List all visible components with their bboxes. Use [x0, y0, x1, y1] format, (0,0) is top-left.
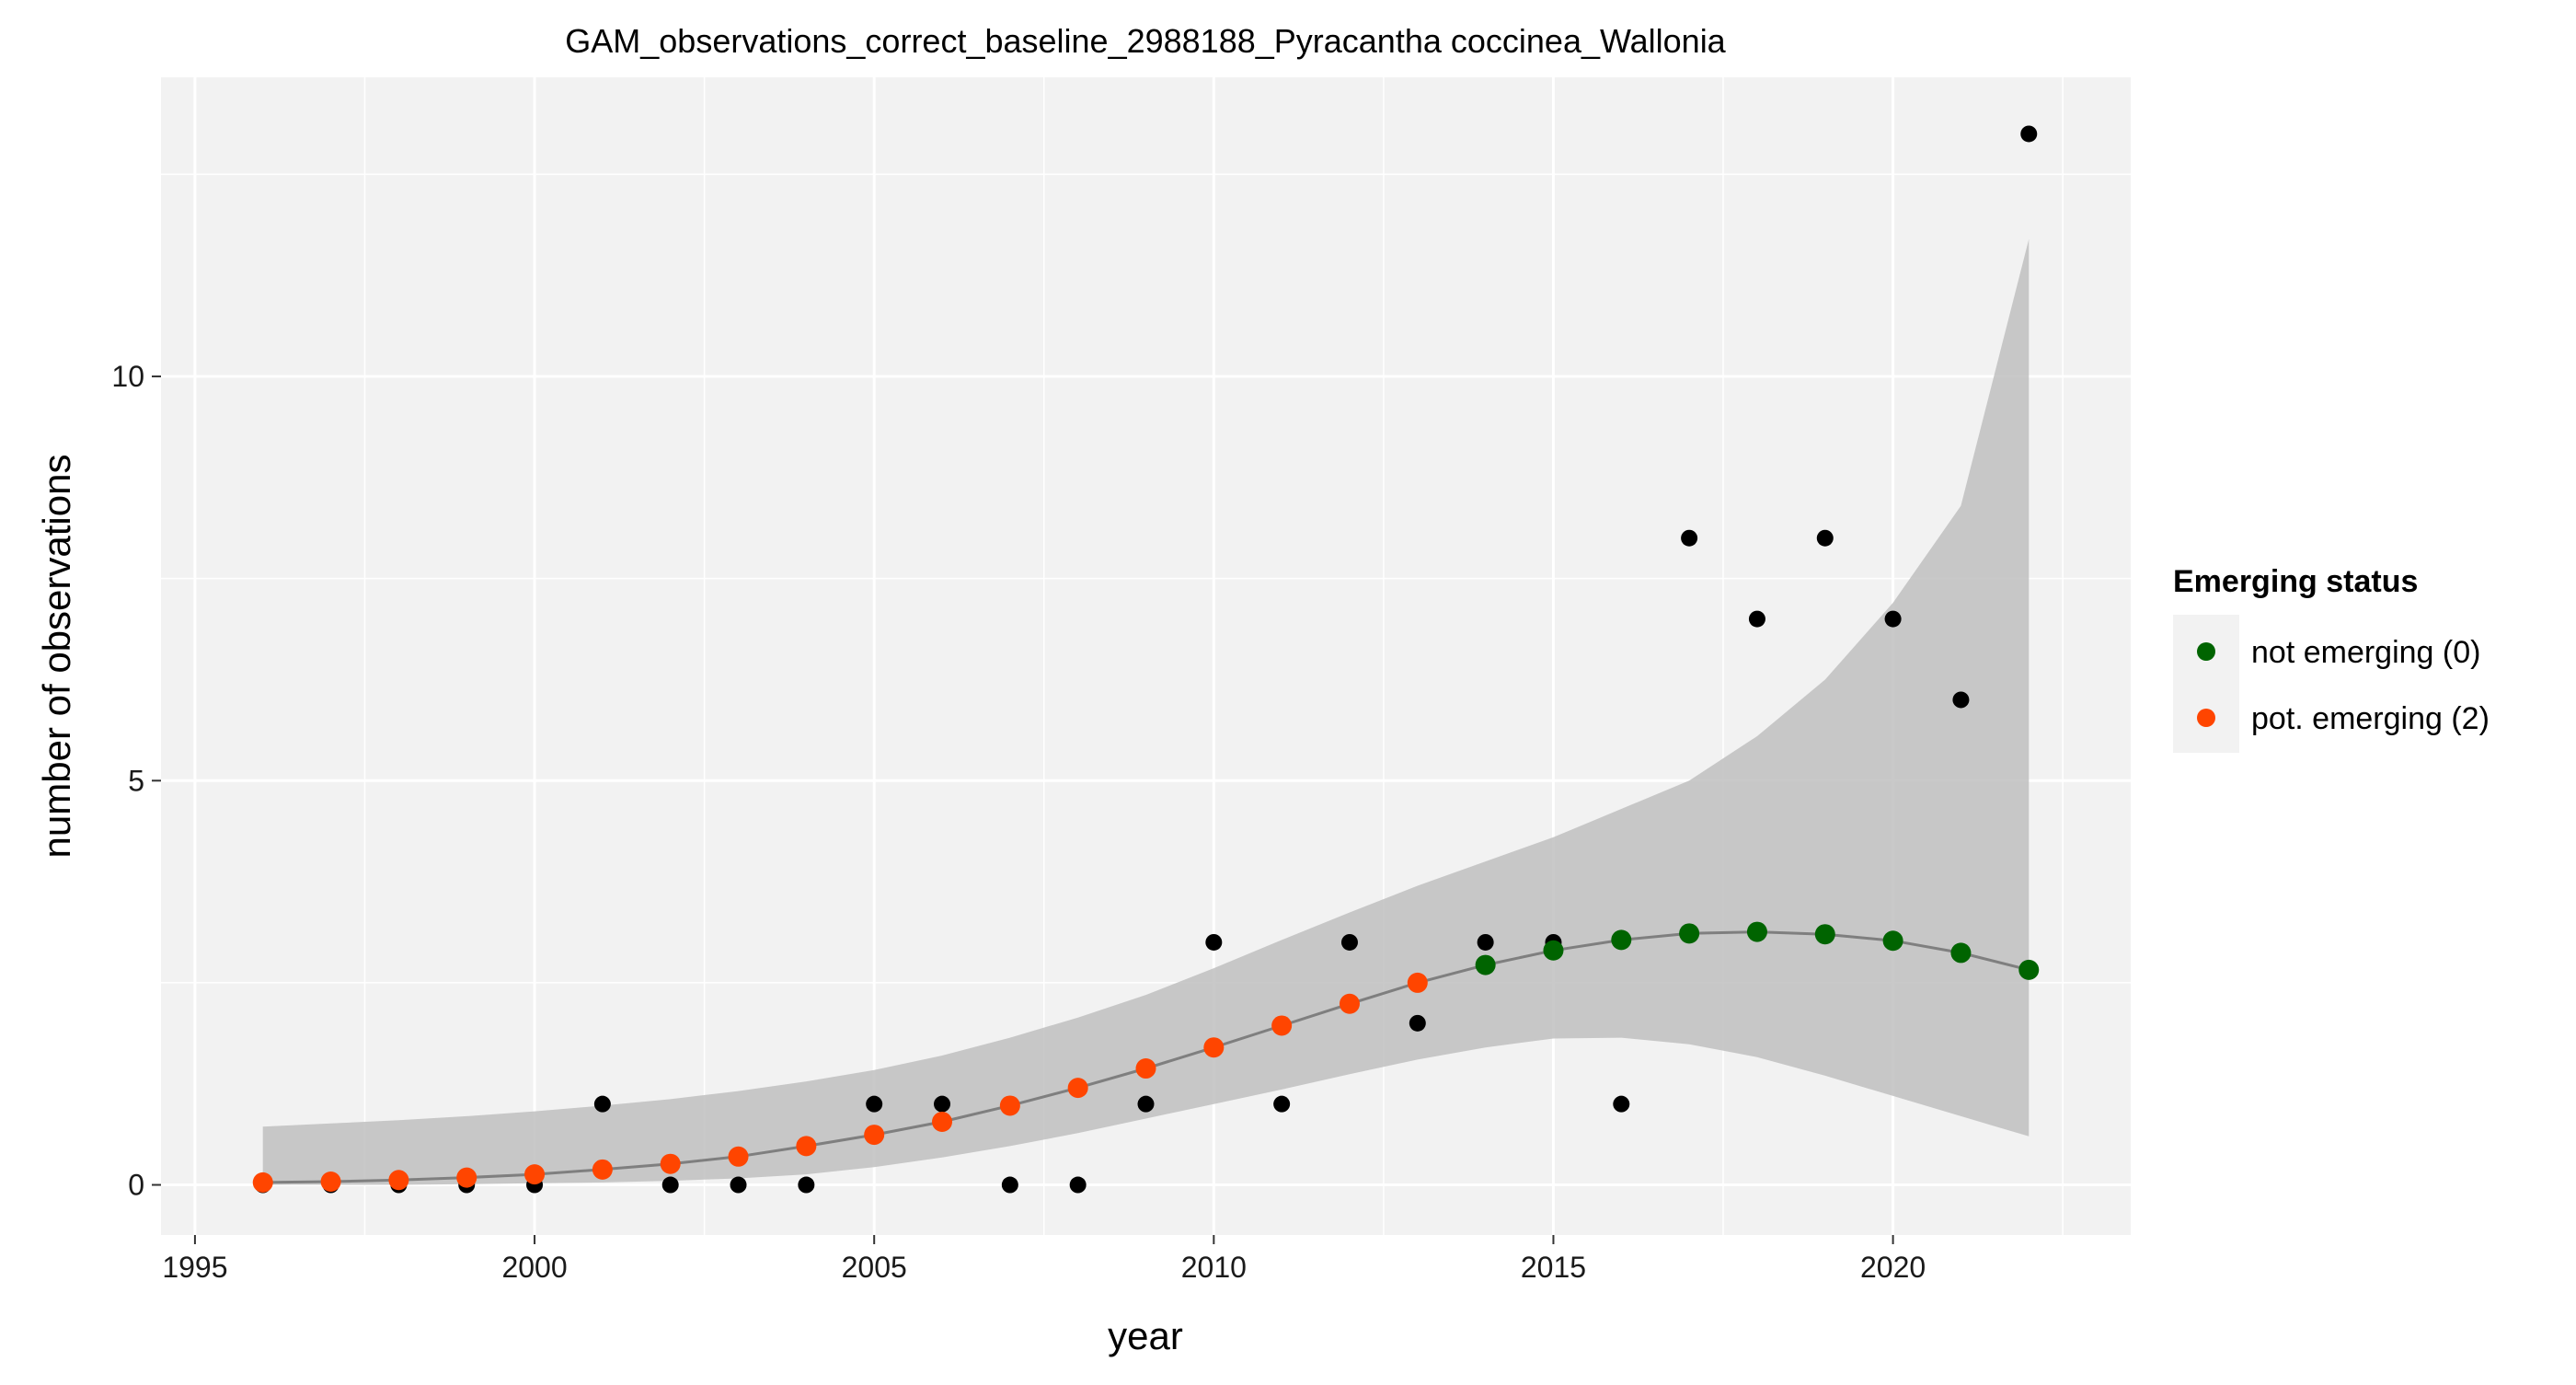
fit-point-pot-emerging [320, 1171, 341, 1193]
fit-point-not-emerging [1475, 954, 1496, 975]
fit-point-pot-emerging [1203, 1037, 1225, 1058]
x-tick-label: 2000 [501, 1251, 567, 1284]
x-tick-label: 2015 [1521, 1251, 1586, 1284]
fit-point-pot-emerging [728, 1146, 749, 1167]
observation-point [2020, 125, 2038, 143]
observation-point [934, 1095, 951, 1113]
observation-point [1816, 529, 1834, 547]
fit-point-pot-emerging [1067, 1078, 1088, 1099]
y-axis: 0 5 10 [111, 360, 161, 1202]
fit-point-pot-emerging [524, 1164, 546, 1185]
observation-point [1069, 1176, 1087, 1194]
fit-point-not-emerging [2018, 959, 2040, 980]
x-axis-title: year [1108, 1314, 1183, 1357]
observation-point [1952, 691, 1970, 709]
observation-point [866, 1095, 883, 1113]
fit-point-pot-emerging [252, 1171, 273, 1193]
fit-point-pot-emerging [1135, 1058, 1156, 1079]
x-axis: 1995 2000 2005 2010 2015 2020 [162, 1235, 1926, 1284]
observation-point [1748, 610, 1765, 628]
fit-point-not-emerging [1814, 924, 1835, 945]
observation-point [1273, 1095, 1291, 1113]
fit-point-pot-emerging [796, 1136, 817, 1157]
legend-title: Emerging status [2173, 564, 2418, 599]
y-axis-title: number of observations [35, 455, 78, 859]
fit-point-pot-emerging [1339, 993, 1360, 1014]
fit-point-pot-emerging [660, 1153, 681, 1174]
confidence-band [262, 238, 2030, 1185]
fit-point-not-emerging [1950, 942, 1972, 964]
y-tick-label: 5 [128, 764, 144, 797]
observation-point [1340, 933, 1358, 951]
legend-key-pot-emerging [2197, 709, 2215, 727]
fit-point-pot-emerging [456, 1167, 477, 1188]
observation-point [730, 1176, 747, 1194]
fit-point-pot-emerging [932, 1112, 953, 1133]
fit-point-pot-emerging [388, 1170, 409, 1191]
x-tick-label: 1995 [162, 1251, 227, 1284]
fit-point-not-emerging [1746, 921, 1767, 942]
observation-point [593, 1095, 611, 1113]
observation-point [1613, 1095, 1630, 1113]
observation-point [798, 1176, 815, 1194]
fit-point-not-emerging [1543, 940, 1564, 961]
fit-point-not-emerging [1882, 930, 1903, 952]
legend-label-not-emerging: not emerging (0) [2251, 635, 2480, 670]
observation-point [1409, 1014, 1426, 1032]
observation-point [1137, 1095, 1155, 1113]
y-tick-label: 0 [128, 1169, 144, 1202]
fit-point-not-emerging [1679, 923, 1700, 944]
observation-point [1477, 933, 1494, 951]
fit-point-not-emerging [1611, 929, 1632, 951]
observation-point [1884, 610, 1902, 628]
observation-point [1681, 529, 1698, 547]
legend-key-background [2173, 615, 2239, 753]
fit-point-pot-emerging [592, 1159, 613, 1180]
x-tick-label: 2010 [1181, 1251, 1247, 1284]
observation-point [1205, 933, 1223, 951]
x-tick-label: 2020 [1860, 1251, 1926, 1284]
fit-point-pot-emerging [864, 1125, 885, 1146]
fit-point-pot-emerging [1271, 1015, 1293, 1036]
x-tick-label: 2005 [842, 1251, 907, 1284]
legend: Emerging status not emerging (0) pot. em… [2173, 564, 2490, 753]
fit-point-pot-emerging [1407, 972, 1428, 993]
y-tick-label: 10 [111, 360, 144, 393]
legend-label-pot-emerging: pot. emerging (2) [2251, 701, 2490, 736]
observation-point [661, 1176, 679, 1194]
fit-points [252, 921, 2040, 1193]
observation-point [1001, 1176, 1018, 1194]
legend-key-not-emerging [2197, 642, 2215, 661]
fit-point-pot-emerging [999, 1095, 1020, 1116]
chart-title: GAM_observations_correct_baseline_298818… [565, 22, 1726, 60]
